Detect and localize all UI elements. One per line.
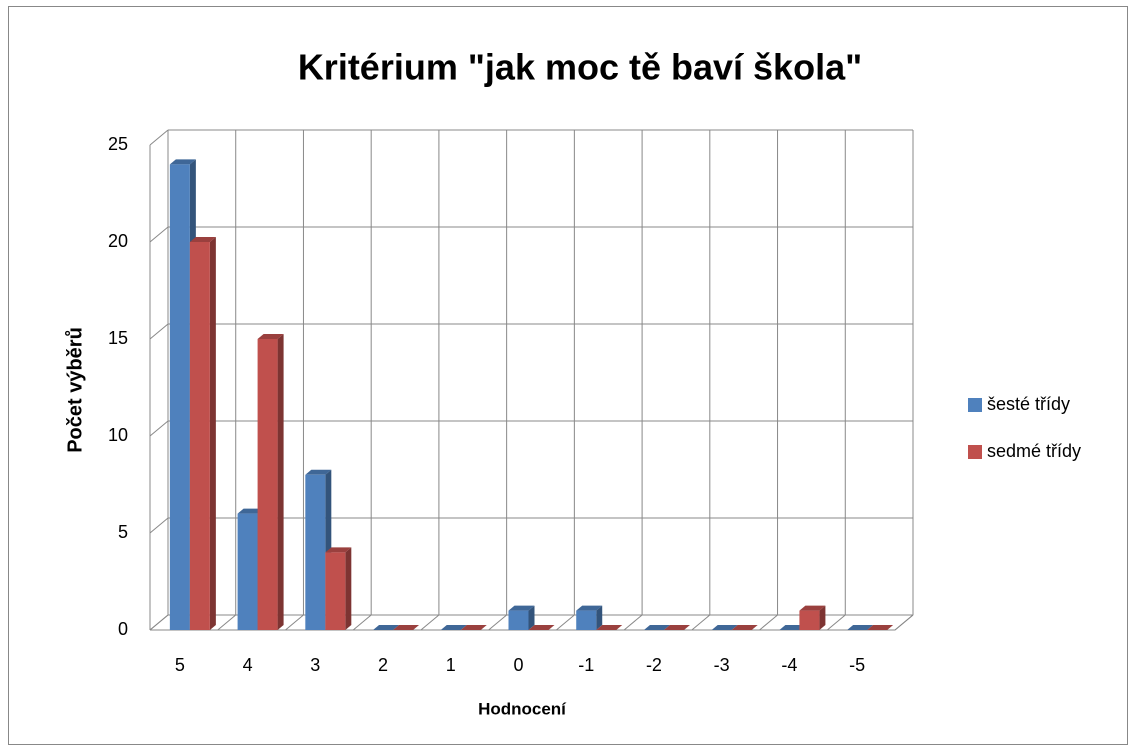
x-tick-label: 0: [513, 655, 523, 675]
bar: [325, 552, 346, 630]
bar-side: [277, 334, 284, 630]
x-tick-label: -1: [578, 655, 594, 675]
bar-top: [508, 605, 535, 611]
side-grid-line: [149, 517, 169, 534]
floor-line: [894, 614, 914, 631]
bar-side: [819, 605, 826, 630]
bar-top: [643, 625, 670, 630]
floor-line: [826, 614, 846, 631]
bar-top: [189, 237, 216, 242]
bar: [305, 474, 326, 630]
floor-line: [217, 614, 237, 631]
floor-line: [759, 614, 778, 631]
bar-top: [440, 625, 467, 630]
y-tick-label: 10: [108, 425, 128, 445]
bar: [257, 339, 278, 630]
legend-label: sedmé třídy: [987, 441, 1081, 461]
floor-line: [285, 614, 304, 631]
floor-line: [352, 614, 372, 631]
bar-top: [237, 508, 264, 514]
floor-line: [623, 614, 643, 631]
side-grid-line: [149, 129, 169, 146]
x-tick-label: 2: [378, 655, 388, 675]
bar-side: [209, 237, 216, 630]
y-tick-label: 0: [118, 619, 128, 639]
bar: [576, 610, 597, 630]
bar-top: [257, 334, 284, 339]
bar: [237, 513, 258, 630]
bar-top: [305, 469, 332, 475]
y-axis-title: Počet výběrů: [64, 327, 86, 453]
chart-title: Kritérium "jak moc tě baví škola": [298, 47, 862, 88]
floor-line: [488, 614, 507, 631]
x-tick-label: 1: [446, 655, 456, 675]
bar: [169, 164, 190, 630]
bar: [189, 242, 210, 630]
bar-top: [373, 625, 400, 630]
x-axis-title: Hodnocení: [478, 699, 567, 718]
bar-top: [576, 605, 603, 611]
floor-line: [420, 614, 440, 631]
bar-side: [596, 605, 603, 630]
bar-top: [325, 547, 352, 553]
x-tick-label: -5: [849, 655, 865, 675]
x-tick-label: 3: [310, 655, 320, 675]
x-tick-label: 4: [243, 655, 253, 675]
x-tick-label: -3: [714, 655, 730, 675]
legend-label: šesté třídy: [987, 394, 1070, 414]
y-tick-label: 5: [118, 522, 128, 542]
bar-side: [345, 547, 352, 630]
x-tick-label: -4: [781, 655, 797, 675]
y-tick-label: 20: [108, 231, 128, 251]
bar-top: [779, 625, 806, 630]
bar-top: [596, 625, 623, 630]
bar-top: [460, 625, 487, 630]
bar-side: [528, 605, 535, 630]
x-tick-label: -2: [646, 655, 662, 675]
bar-top: [799, 605, 826, 611]
bar: [799, 610, 820, 630]
bar-top: [847, 625, 874, 630]
bar-top: [867, 625, 894, 630]
bar-top: [393, 625, 420, 630]
legend-swatch: [968, 445, 982, 459]
x-tick-label: 5: [175, 655, 185, 675]
bar-top: [711, 625, 738, 630]
y-tick-label: 15: [108, 328, 128, 348]
bar: [508, 610, 529, 630]
bar-top: [528, 625, 555, 630]
legend-swatch: [968, 398, 982, 412]
side-grid-line: [149, 420, 169, 437]
side-grid-line: [149, 323, 169, 340]
bar-top: [663, 625, 690, 630]
floor-line: [691, 614, 711, 631]
bar-top: [731, 625, 758, 630]
bar-top: [169, 159, 196, 165]
floor-line: [149, 614, 169, 631]
side-grid-line: [149, 226, 169, 243]
y-tick-label: 25: [108, 134, 128, 154]
floor-line: [556, 614, 575, 631]
